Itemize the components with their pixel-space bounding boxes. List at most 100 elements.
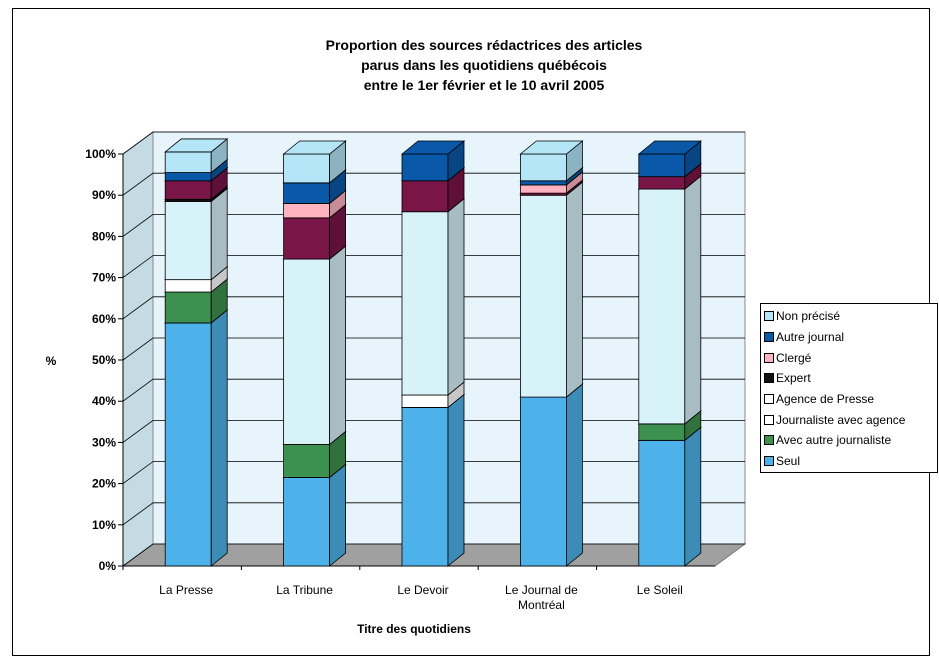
bar-segment-top (400, 140, 466, 155)
bar-segment (282, 140, 347, 184)
bar-segment-side (684, 426, 702, 567)
bar-stack (164, 138, 229, 567)
bar-segment (164, 138, 229, 174)
bar-segment-front (283, 477, 331, 567)
bar-segment-front (401, 180, 449, 213)
bar-segment-front (164, 172, 212, 182)
x-category-label: La Presse (159, 583, 213, 597)
bar-segment-front (401, 394, 449, 408)
bar-segment-front (638, 153, 686, 178)
bar-segment-top (519, 140, 584, 155)
y-tick-label: 60% (92, 312, 116, 326)
bar-segment-front (638, 188, 686, 425)
y-tick-labels: 0% 10% 20% 30% 40% 50% 60% 70% 80% 90% 100% (85, 147, 116, 573)
legend-swatch (764, 394, 774, 405)
bar-segment-front (520, 153, 567, 182)
bar-segment-side (447, 197, 465, 396)
bar-segment-top (164, 138, 229, 153)
y-tick-label: 70% (92, 271, 116, 285)
y-tick-label: 80% (92, 229, 116, 243)
bar-segment-top (637, 140, 702, 155)
bar-segment-top (282, 140, 347, 155)
bar-segment-front (164, 291, 212, 324)
bar-segment-side (447, 393, 465, 567)
legend-item: Avec autre journaliste (764, 430, 934, 451)
bar-segment-front (283, 258, 331, 445)
bar-segment-front (520, 184, 567, 194)
bar-segment-front (401, 153, 449, 182)
legend-item: Agence de Presse (764, 389, 934, 410)
bars (164, 138, 702, 567)
bar-segment-side (210, 309, 228, 567)
bar-segment (637, 175, 702, 425)
bar-segment-front (164, 200, 212, 281)
bar-segment-front (401, 211, 449, 396)
chart-title-line-1: Proportion des sources rédactrices des a… (326, 37, 643, 53)
y-tick-label: 40% (92, 394, 116, 408)
y-tick-label: 50% (92, 353, 116, 367)
y-tick-label: 20% (92, 477, 116, 491)
bar-stack (637, 140, 702, 567)
bar-segment (164, 187, 229, 281)
legend-item: Seul (764, 451, 934, 472)
bar-segment-front (638, 176, 686, 190)
bar-segment-side (210, 187, 228, 281)
bar-segment-front (520, 396, 567, 567)
y-tick-label: 30% (92, 435, 116, 449)
bar-segment-front (164, 180, 212, 200)
legend-swatch (764, 332, 774, 343)
x-category-label: Montréal (518, 598, 565, 612)
x-category-label: Le Journal de (505, 583, 578, 597)
legend-label: Expert (776, 371, 811, 386)
x-category-label: Le Soleil (637, 583, 683, 597)
legend-item: Clergé (764, 347, 934, 368)
bar-segment-front (401, 406, 449, 567)
bar-segment-front (283, 217, 331, 260)
bar-segment-front (283, 203, 331, 219)
bar-segment-front (520, 194, 567, 398)
x-category-label: Le Devoir (397, 583, 448, 597)
gridline (122, 131, 745, 155)
x-category-labels: La Presse La Tribune Le Devoir Le Journal d… (122, 566, 683, 612)
legend-label: Clergé (776, 350, 812, 365)
legend-swatch (764, 435, 774, 446)
legend-swatch (764, 456, 774, 467)
legend-label: Avec autre journaliste (776, 433, 892, 448)
bar-segment-side (566, 181, 583, 398)
y-tick-label: 90% (92, 188, 116, 202)
legend-swatch (764, 352, 774, 363)
y-axis-title: % (46, 354, 57, 368)
legend-swatch (764, 414, 774, 425)
bar-segment-front (638, 423, 686, 441)
bar-segment-side (566, 383, 583, 567)
bar-segment (400, 393, 466, 567)
bar-segment-front (164, 151, 212, 173)
legend-item: Expert (764, 368, 934, 389)
x-axis-title: Titre des quotidiens (357, 622, 471, 636)
legend-swatch (764, 311, 774, 322)
legend: Non précisé Autre journal Clergé Expert Agen… (760, 303, 938, 473)
legend-label: Journaliste avec agence (776, 412, 906, 427)
chart-title-line-2: parus dans les quotidiens québécois (361, 57, 607, 73)
bar-segment (519, 383, 584, 567)
bar-stack (282, 140, 347, 567)
bar-segment-front (164, 279, 212, 293)
bar-segment (282, 245, 347, 446)
bar-segment-side (329, 463, 347, 567)
bar-segment-front (638, 439, 686, 567)
bar-stack (519, 140, 584, 567)
bar-segment-front (283, 444, 331, 478)
legend-label: Seul (776, 454, 801, 469)
bar-segment-front (520, 180, 567, 186)
bar-segment (519, 140, 584, 182)
legend-item: Journaliste avec agence (764, 409, 934, 430)
bar-segment (164, 309, 229, 567)
bar-segment (519, 181, 584, 398)
bar-segment-side (684, 175, 702, 425)
bar-segment (400, 197, 466, 396)
y-tick-label: 10% (92, 518, 116, 532)
bar-segment-front (283, 153, 331, 184)
bar-segment (282, 463, 347, 567)
y-tick-label: 100% (85, 147, 116, 161)
